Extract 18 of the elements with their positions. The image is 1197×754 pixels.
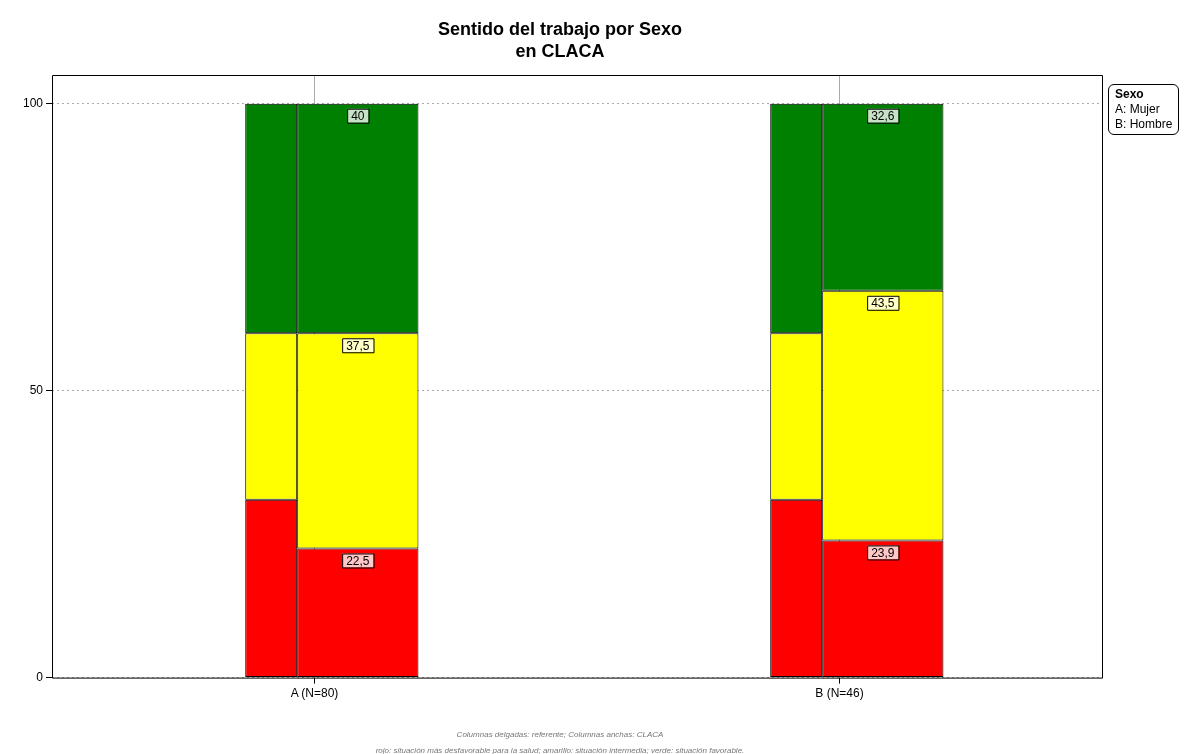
x-tick-label: B (N=46)	[815, 686, 864, 701]
y-tick-label: 100	[22, 96, 44, 111]
text: B: Hombre	[1115, 117, 1173, 132]
data-label: 23,9	[871, 545, 895, 560]
legend-title: Sexo	[1115, 87, 1145, 102]
data-label: 37,5	[346, 338, 370, 353]
chart-title: Sentido del trabajo por Sexo	[436, 18, 683, 40]
data-label: 43,5	[871, 296, 895, 311]
text: Columnas delgadas: referente; Columnas anchas: CLACA	[455, 729, 665, 741]
data-label: 40	[351, 109, 365, 124]
text: rojo: situación más desfavorable para la salud; amarillo: situación intermedia; verde: situación favorable.	[374, 745, 746, 754]
chart-subtitle: en CLACA	[514, 40, 606, 62]
text: A: Mujer	[1115, 102, 1161, 117]
data-label: 22,5	[346, 553, 370, 568]
y-tick-label: 0	[36, 669, 44, 684]
data-label: 32,6	[871, 109, 895, 124]
x-tick-label: A (N=80)	[290, 686, 339, 701]
y-tick-label: 50	[29, 382, 44, 397]
